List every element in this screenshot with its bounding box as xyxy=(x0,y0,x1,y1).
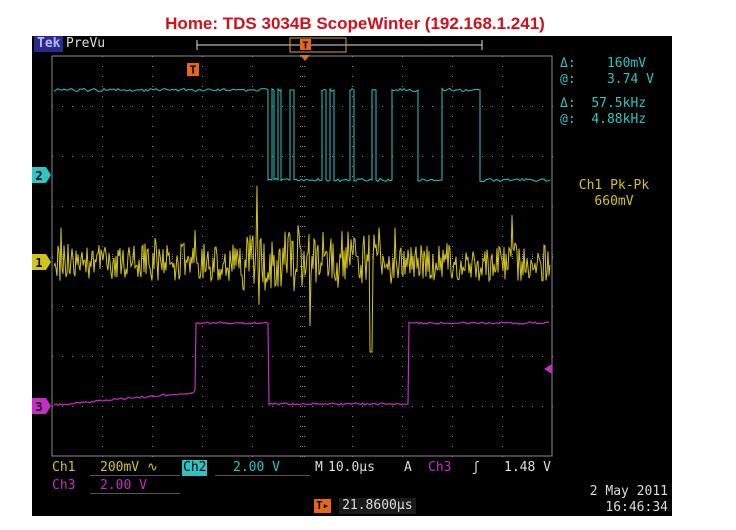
record-trigger-marker: T xyxy=(300,39,311,52)
ch1-label[interactable]: Ch1 xyxy=(52,460,76,475)
measurement-value: 660mV xyxy=(594,194,634,209)
svg-text:2: 2 xyxy=(35,169,42,183)
ch2-label[interactable]: Ch2 xyxy=(182,460,208,476)
oscilloscope-screen: Tek PreVu T T 2 xyxy=(32,36,672,516)
waveform-display: T T 2 1 3 xyxy=(32,37,553,457)
tek-logo: Tek xyxy=(34,36,64,52)
time: 16:46:34 xyxy=(605,500,668,515)
cursor-at-frequency: @: 4.88kHz xyxy=(560,112,647,127)
status-bar: Tek PreVu xyxy=(32,36,672,53)
timebase-label: M xyxy=(315,460,323,475)
cursor-delta-voltage: Δ: 160mV xyxy=(560,56,647,71)
cursor-delta-frequency: Δ: 57.5kHz xyxy=(560,96,647,111)
settings-row-1: Ch1 200mV ∿ Ch2 2.00 V M 10.0µs A Ch3 ʃ … xyxy=(32,460,672,477)
ch2-waveform xyxy=(53,87,551,183)
trigger-position[interactable]: T▸ 21.8600µs xyxy=(314,498,416,514)
ch3-trigger-level-arrow xyxy=(544,364,552,374)
trigger-t-marker: T xyxy=(187,63,199,77)
ch1-scale[interactable]: 200mV ∿ xyxy=(90,460,180,476)
trigger-position-value: 21.8600µs xyxy=(339,498,416,514)
ch1-marker[interactable]: 1 xyxy=(32,254,51,270)
page-title: Home: TDS 3034B ScopeWinter (192.168.1.2… xyxy=(165,14,545,33)
svg-text:3: 3 xyxy=(35,400,42,414)
date-time: 2 May 2011 16:46:34 xyxy=(558,484,668,516)
trigger-position-icon: T▸ xyxy=(314,499,332,513)
ac-coupling-icon: ∿ xyxy=(146,460,158,475)
ch3-label[interactable]: Ch3 xyxy=(52,478,76,493)
settings-row-2: Ch3 2.00 V xyxy=(32,478,332,495)
trigger-source[interactable]: Ch3 xyxy=(428,460,452,475)
measurement-name: Ch1 Pk-Pk xyxy=(578,178,650,193)
ch2-scale[interactable]: 2.00 V xyxy=(215,460,310,476)
ch1-waveform xyxy=(53,185,551,353)
graticule xyxy=(51,55,553,457)
trigger-level[interactable]: 1.48 V xyxy=(504,460,551,475)
ch3-waveform xyxy=(53,321,550,407)
svg-text:1: 1 xyxy=(35,256,42,270)
record-length-bar xyxy=(196,37,483,53)
cursor-at-voltage: @: 3.74 V xyxy=(560,72,654,87)
rising-edge-icon: ʃ xyxy=(472,460,480,475)
svg-text:T: T xyxy=(190,64,197,77)
ch3-scale[interactable]: 2.00 V xyxy=(90,478,180,494)
date: 2 May 2011 xyxy=(589,484,668,499)
svg-text:T: T xyxy=(302,41,308,52)
ch3-marker[interactable]: 3 xyxy=(32,398,51,414)
acquisition-mode: PreVu xyxy=(66,36,106,51)
timebase-value[interactable]: 10.0µs xyxy=(328,460,375,475)
trigger-label: A xyxy=(404,460,412,475)
ch2-marker[interactable]: 2 xyxy=(32,167,51,183)
